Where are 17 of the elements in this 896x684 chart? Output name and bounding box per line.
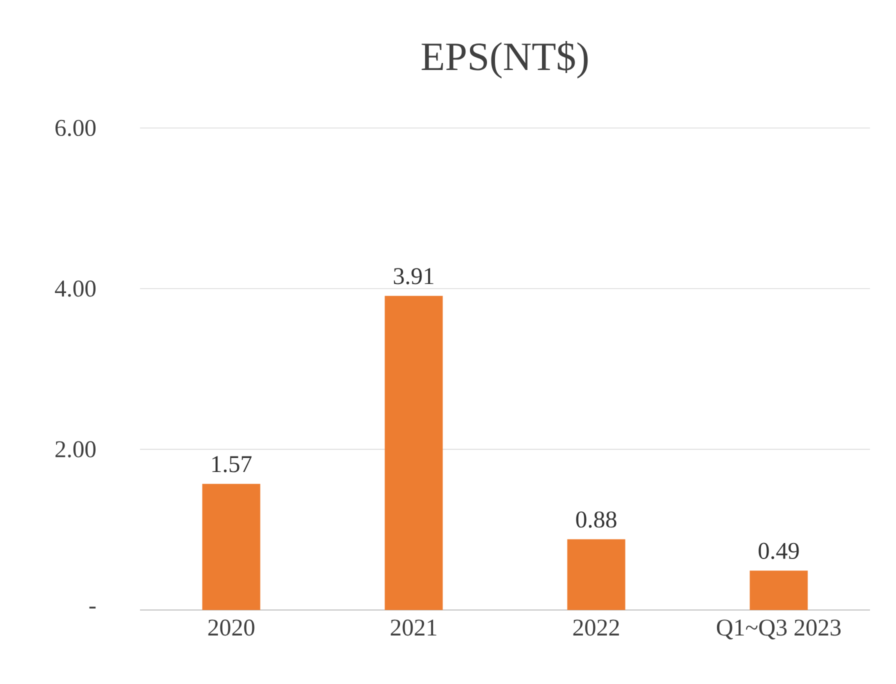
x-tick-label: 2020 [208, 620, 254, 636]
y-tick-label: - [89, 606, 96, 609]
data-label: 3.91 [394, 268, 434, 284]
x-tick-label: 2022 [573, 620, 619, 636]
y-tick-label: 6.00 [56, 120, 96, 136]
y-tick-label: 2.00 [56, 441, 96, 458]
bar [384, 296, 443, 610]
y-tick-label: 4.00 [54, 280, 96, 297]
chart-title: EPS(NT$) [422, 40, 588, 78]
bar [202, 484, 260, 610]
x-tick-label: Q1~Q3 2023 [716, 620, 841, 640]
bar [567, 539, 626, 610]
bar [750, 570, 808, 610]
data-label: 1.57 [212, 456, 252, 472]
data-label: 0.88 [576, 511, 616, 528]
data-label: 0.49 [758, 542, 799, 560]
x-tick-label: 2021 [390, 620, 436, 636]
